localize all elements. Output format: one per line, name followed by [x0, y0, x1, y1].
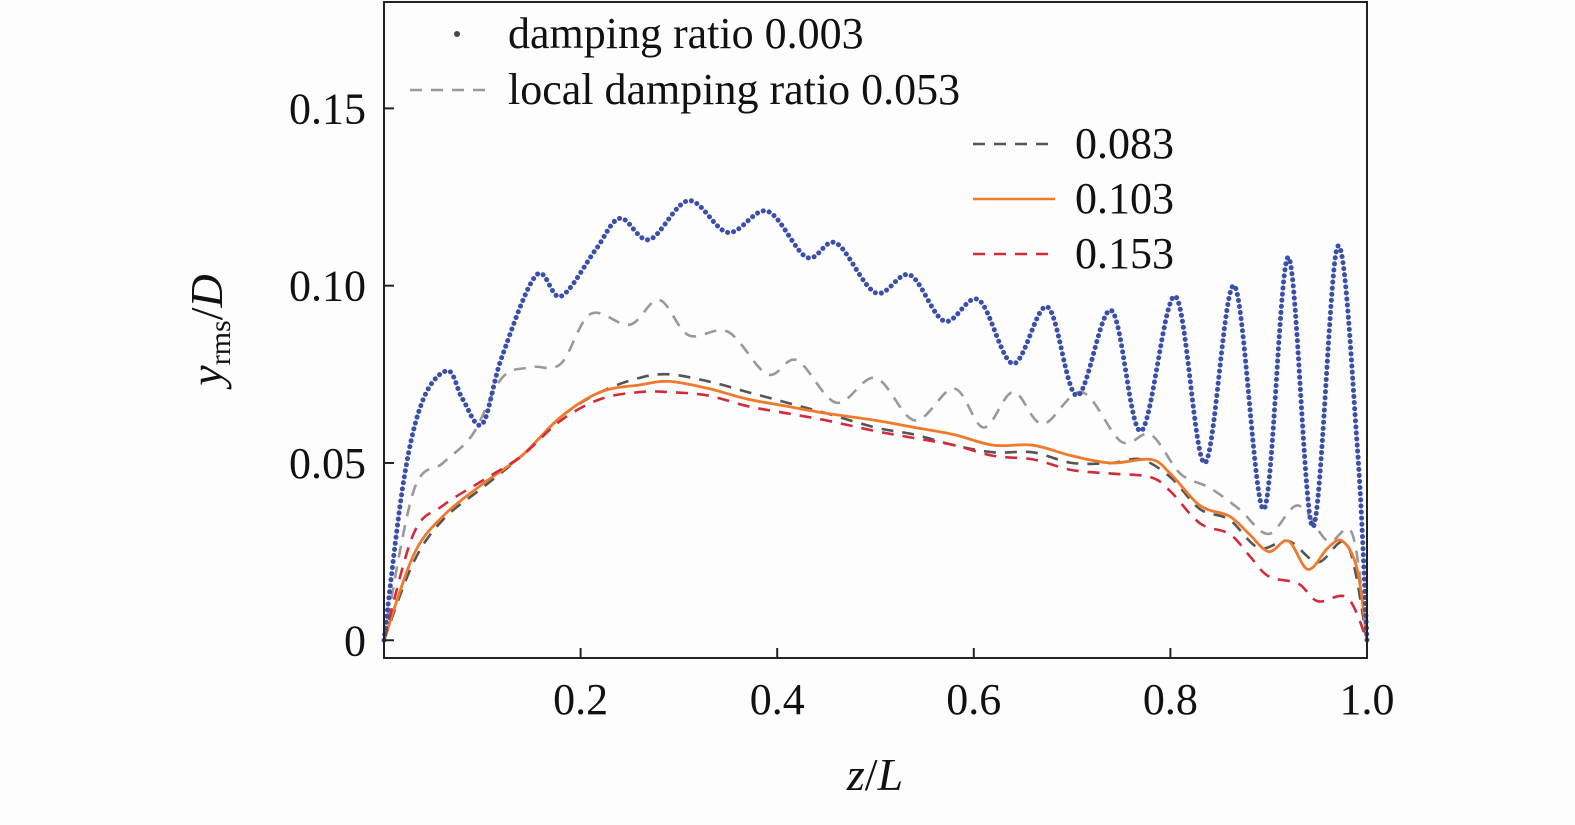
y-axis-title: yrms/D	[181, 274, 237, 389]
y-tick-label: 0.15	[289, 84, 366, 133]
x-tick-label: 0.8	[1143, 675, 1198, 724]
x-axis-title: z/L	[846, 749, 903, 800]
legend-item: local damping ratio 0.053	[410, 65, 960, 114]
legend-label: 0.153	[1075, 229, 1174, 278]
y-tick-label: 0.05	[289, 439, 366, 488]
y-axis-sub: rms	[204, 320, 237, 365]
legend: damping ratio 0.003 local damping ratio 0…	[410, 9, 1174, 278]
y-axis-denom: D	[181, 274, 232, 308]
x-axis-denom: L	[877, 749, 904, 800]
plot-frame	[383, 1, 1368, 659]
legend-item: 0.153	[973, 229, 1174, 278]
legend-marker	[454, 31, 460, 37]
x-tick-label: 0.2	[553, 675, 608, 724]
legend-item: 0.083	[973, 119, 1174, 168]
series-line	[382, 298, 1369, 641]
legend-label: 0.083	[1075, 119, 1174, 168]
series-line	[382, 390, 1369, 641]
x-axis-var: z	[846, 749, 865, 800]
y-tick-label: 0.10	[289, 262, 366, 311]
series-line	[381, 198, 1370, 643]
series-4	[382, 390, 1369, 641]
x-tick-label: 0.6	[946, 675, 1001, 724]
legend-label: damping ratio 0.003	[508, 9, 864, 58]
y-axis-var: y	[181, 365, 232, 390]
series-2	[382, 372, 1369, 641]
tick-layer: 0 0.05 0.10 0.15 0.2 0.4 0.6 0.8 1.0	[289, 84, 1395, 724]
legend-item: damping ratio 0.003	[454, 9, 864, 58]
x-tick-label: 1.0	[1340, 675, 1395, 724]
series-line	[382, 379, 1369, 641]
legend-label: 0.103	[1075, 174, 1174, 223]
y-tick-label: 0	[344, 616, 366, 665]
series-line	[382, 372, 1369, 641]
series-3	[382, 379, 1369, 641]
legend-label: local damping ratio 0.053	[508, 65, 960, 114]
series-1	[382, 298, 1369, 641]
y-axis-slash: /	[181, 307, 232, 320]
legend-item: 0.103	[973, 174, 1174, 223]
series-0	[381, 198, 1370, 643]
series-layer	[381, 198, 1370, 643]
x-axis-slash: /	[865, 749, 878, 800]
x-tick-label: 0.4	[750, 675, 805, 724]
